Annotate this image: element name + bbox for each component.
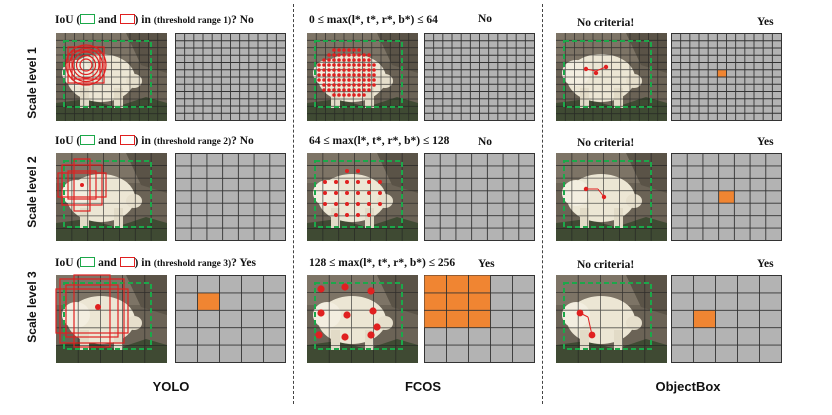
objectbox-answer-3: Yes [757, 258, 774, 270]
yolo-grid-scale-1 [175, 33, 286, 121]
column-label-fcos: FCOS [404, 379, 442, 394]
positive-cell [693, 310, 716, 328]
positive-cell [468, 292, 491, 311]
column-separator-1 [293, 4, 294, 404]
row-label-scale-2: Scale level 2 [25, 156, 39, 228]
polar-bear [562, 296, 642, 350]
column-label-objectbox: ObjectBox [655, 379, 721, 394]
object-center [583, 64, 609, 76]
center-points [323, 169, 382, 217]
ground-truth-box [63, 160, 152, 228]
ground-truth-box [563, 160, 652, 228]
anchor-boxes [57, 158, 107, 212]
red-box-icon [119, 14, 135, 24]
positive-cell [424, 275, 447, 293]
fcos-grid-scale-1 [424, 33, 535, 121]
row-label-scale-1: Scale level 1 [25, 47, 39, 119]
ground-truth-box [314, 282, 403, 350]
yolo-photo-scale-2 [56, 153, 167, 241]
fcos-header-1: 0 ≤ max(l*, t*, r*, b*) ≤ 64 [309, 14, 438, 26]
fcos-answer-2: No [478, 136, 493, 148]
center-points [315, 283, 381, 341]
positive-cell [718, 190, 735, 204]
fcos-photo-scale-3 [307, 275, 418, 363]
objectbox-grid-scale-2 [671, 153, 782, 241]
objectbox-photo-scale-1 [556, 33, 667, 121]
positive-cell [468, 310, 491, 328]
objectbox-photo-scale-3 [556, 275, 667, 363]
red-box-icon [119, 135, 135, 145]
ground-truth-box [563, 282, 652, 350]
objectbox-header-3: No criteria! [577, 259, 635, 271]
anchor-boxes [65, 44, 107, 86]
green-box-icon [80, 135, 96, 145]
object-center [583, 186, 607, 200]
yolo-photo-scale-1 [56, 33, 167, 121]
yolo-header-2: IoU ( and ) in (threshold range 2)? No [55, 135, 254, 147]
yolo-header-3: IoU ( and ) in (threshold range 3)? Yes [55, 257, 256, 269]
green-box-icon [80, 14, 96, 24]
ground-truth-box [314, 160, 403, 228]
center-points [317, 48, 376, 97]
column-label-yolo: YOLO [152, 379, 190, 394]
anchor-boxes [55, 274, 129, 348]
ground-truth-box [314, 40, 403, 108]
red-box-icon [119, 257, 135, 267]
positive-cell [197, 292, 220, 311]
positive-cell [424, 292, 447, 311]
fcos-answer-1: No [478, 13, 493, 25]
fcos-header-2: 64 ≤ max(l*, t*, r*, b*) ≤ 128 [309, 135, 450, 147]
objectbox-answer-2: Yes [757, 136, 774, 148]
yolo-header-1: IoU ( and ) in (threshold range 1)? No [55, 14, 254, 26]
positive-cell [468, 275, 491, 293]
fcos-grid-scale-2 [424, 153, 535, 241]
object-center [576, 309, 596, 339]
polar-bear [62, 174, 142, 228]
objectbox-photo-scale-2 [556, 153, 667, 241]
objectbox-grid-scale-3 [671, 275, 782, 363]
positive-cell [717, 69, 727, 77]
yolo-grid-scale-2 [175, 153, 286, 241]
fcos-grid-scale-3 [424, 275, 535, 363]
objectbox-header-2: No criteria! [577, 137, 635, 149]
objectbox-grid-scale-1 [671, 33, 782, 121]
positive-cell [446, 310, 469, 328]
fcos-photo-scale-1 [307, 33, 418, 121]
objectbox-answer-1: Yes [757, 16, 774, 28]
column-separator-2 [542, 4, 543, 404]
positive-cell [424, 310, 447, 328]
yolo-grid-scale-3 [175, 275, 286, 363]
fcos-photo-scale-2 [307, 153, 418, 241]
yolo-photo-scale-3 [55, 274, 167, 363]
positive-cell [446, 275, 469, 293]
ground-truth-box [63, 40, 152, 108]
objectbox-header-1: No criteria! [577, 17, 635, 29]
fcos-header-3: 128 ≤ max(l*, t*, r*, b*) ≤ 256 [309, 257, 456, 269]
polar-bear [313, 296, 393, 350]
row-label-scale-3: Scale level 3 [25, 271, 39, 343]
fcos-answer-3: Yes [478, 258, 495, 270]
ground-truth-box [63, 282, 152, 350]
green-box-icon [80, 257, 96, 267]
polar-bear [562, 174, 642, 228]
positive-cell [446, 292, 469, 311]
ground-truth-box [563, 40, 652, 108]
